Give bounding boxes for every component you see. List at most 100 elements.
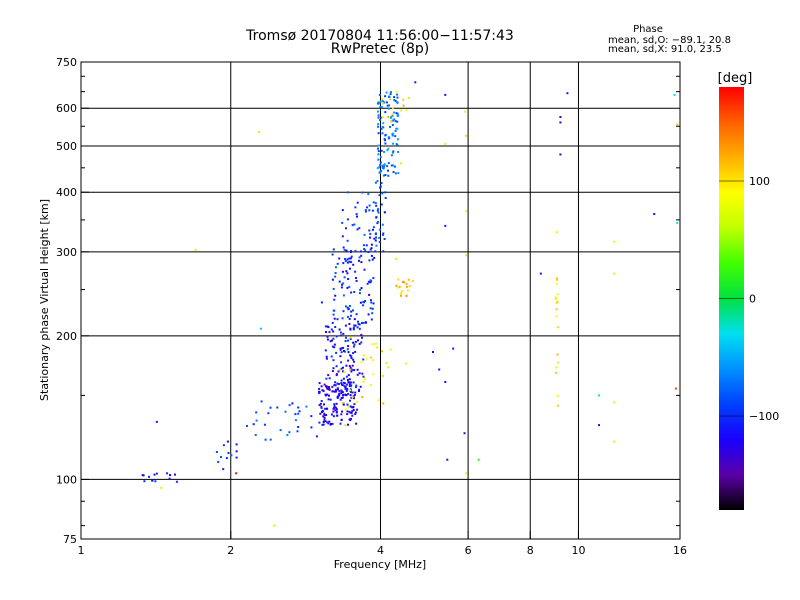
data-point — [288, 404, 291, 407]
data-point — [346, 413, 349, 416]
data-point — [362, 380, 365, 383]
data-point — [343, 371, 346, 374]
data-point — [359, 385, 362, 388]
data-point — [362, 375, 365, 378]
data-point — [347, 307, 350, 310]
data-point — [342, 370, 344, 373]
data-point — [322, 423, 325, 426]
data-point — [346, 239, 349, 242]
data-point — [350, 357, 353, 360]
data-point — [344, 324, 347, 327]
data-point — [392, 107, 394, 110]
data-point — [341, 347, 344, 350]
data-point — [361, 191, 364, 194]
data-point — [318, 390, 320, 393]
data-point — [350, 250, 352, 252]
data-point — [351, 364, 354, 367]
data-point — [539, 272, 542, 275]
data-point — [235, 450, 238, 453]
data-point — [337, 388, 339, 391]
data-point — [337, 370, 340, 373]
data-point — [340, 334, 343, 337]
data-point — [676, 221, 679, 224]
data-point — [354, 391, 357, 394]
data-point — [377, 101, 380, 104]
data-point — [464, 110, 467, 113]
data-point — [405, 294, 408, 297]
data-point — [217, 460, 220, 463]
data-point — [366, 282, 369, 285]
data-point — [328, 386, 330, 388]
data-point — [348, 317, 351, 320]
data-point — [342, 394, 344, 396]
data-point — [360, 333, 363, 336]
data-point — [347, 381, 350, 384]
data-point — [555, 231, 558, 234]
data-point — [388, 95, 391, 98]
data-point — [367, 193, 370, 196]
data-point — [378, 237, 381, 239]
data-point — [269, 406, 272, 409]
data-point — [260, 400, 263, 403]
data-point — [354, 413, 357, 415]
x-tick-label: 6 — [465, 544, 472, 557]
data-point — [336, 318, 339, 321]
data-point — [396, 96, 399, 99]
data-point — [613, 240, 616, 243]
data-point — [383, 238, 386, 240]
data-point — [358, 323, 361, 326]
data-point — [387, 169, 389, 172]
data-point — [379, 155, 382, 158]
data-point — [148, 475, 150, 478]
data-point — [264, 438, 267, 441]
data-point — [613, 272, 616, 275]
data-point — [355, 213, 358, 216]
data-point — [351, 368, 354, 371]
data-point — [392, 111, 395, 114]
data-point — [362, 321, 365, 324]
data-point — [284, 410, 287, 413]
data-point — [363, 233, 366, 236]
data-point — [330, 413, 333, 416]
data-point — [369, 299, 372, 302]
data-point — [463, 432, 466, 435]
data-point — [380, 149, 383, 152]
data-point — [406, 289, 409, 292]
data-point — [372, 373, 375, 376]
data-point — [323, 418, 326, 421]
data-point — [373, 256, 376, 259]
data-point — [345, 393, 348, 396]
data-point — [358, 390, 360, 392]
data-point — [166, 472, 169, 475]
data-point — [389, 98, 392, 101]
data-point — [557, 326, 560, 329]
data-point — [227, 452, 230, 454]
data-point — [352, 358, 355, 361]
data-point — [305, 405, 308, 408]
data-point — [235, 456, 238, 459]
data-point — [360, 254, 363, 257]
data-point — [230, 454, 233, 457]
data-point — [151, 479, 154, 482]
data-point — [373, 237, 376, 240]
data-point — [387, 104, 390, 107]
data-point — [372, 277, 375, 279]
data-point — [379, 119, 381, 122]
data-point — [653, 213, 656, 215]
data-point — [369, 248, 372, 251]
data-point — [324, 420, 327, 423]
data-point — [369, 307, 372, 310]
data-point — [380, 128, 383, 131]
data-point — [465, 210, 468, 213]
data-point — [342, 377, 345, 380]
data-point — [334, 266, 337, 269]
data-point — [347, 191, 350, 194]
data-point — [358, 259, 360, 262]
data-point — [368, 259, 371, 262]
data-point — [346, 286, 349, 289]
colorbar-tick-label: 0 — [749, 293, 756, 306]
data-point — [377, 153, 380, 156]
data-point — [361, 372, 364, 375]
data-point — [315, 435, 318, 438]
data-point — [390, 116, 392, 119]
